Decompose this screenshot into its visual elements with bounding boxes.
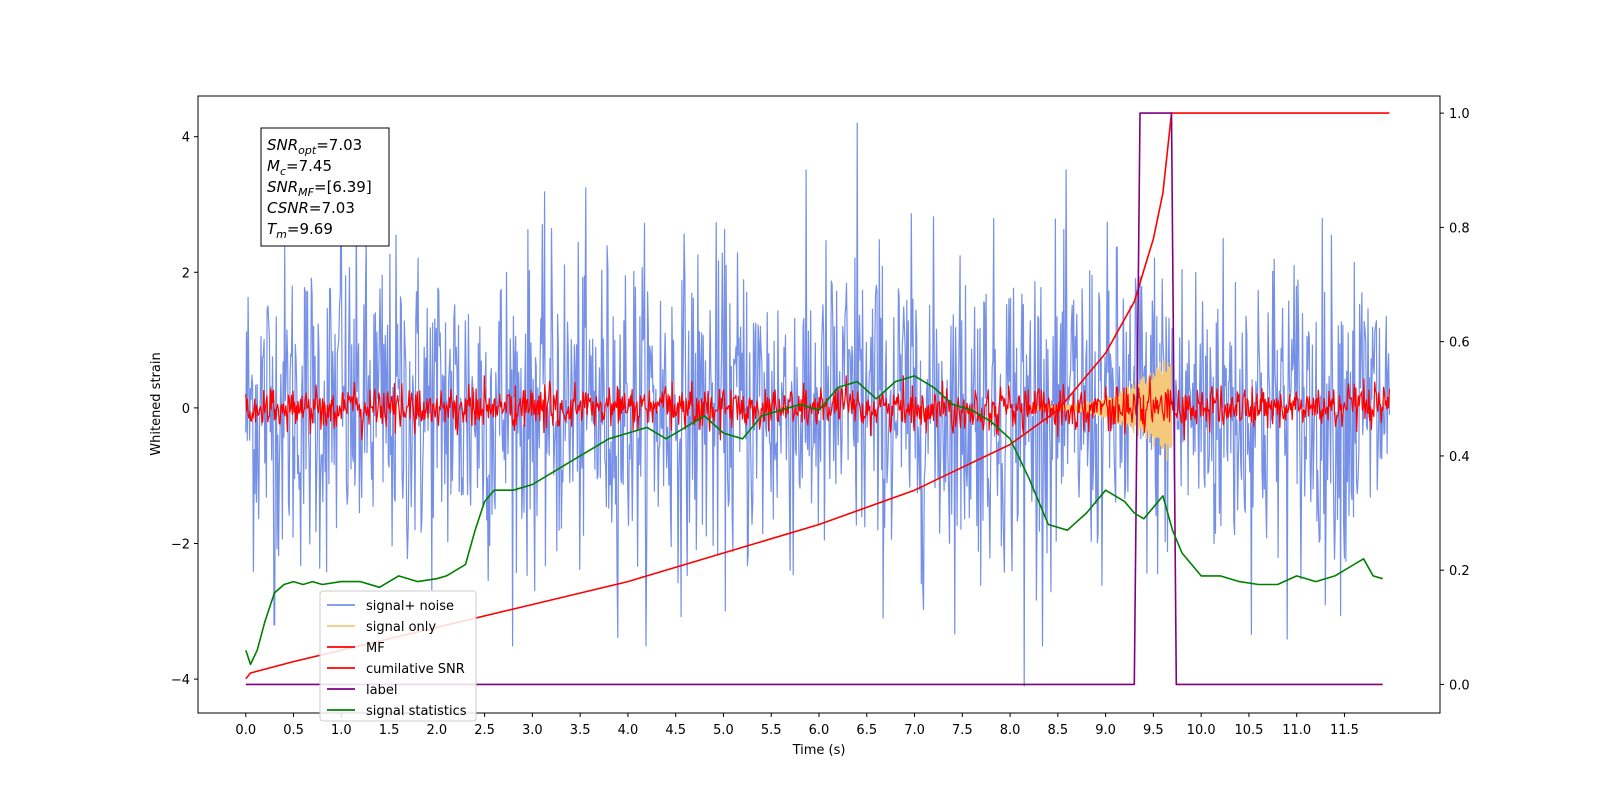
series-signal-noise-line — [245, 122, 1390, 687]
x-tick-label: 10.5 — [1234, 723, 1263, 738]
series-label-line — [245, 112, 1383, 686]
y2-tick-label: 0.8 — [1449, 221, 1470, 236]
x-tick-label: 6.0 — [809, 723, 830, 738]
x-tick-label: 4.5 — [665, 723, 686, 738]
x-tick-label: 10.0 — [1187, 723, 1216, 738]
annotation-line: Tm=9.69 — [267, 220, 333, 241]
annotation-line: SNRMF=[6.39] — [267, 178, 372, 199]
y-axis-right: 0.0 0.2 0.4 0.6 0.8 1.0 — [1440, 107, 1470, 693]
x-tick-label: 0.5 — [283, 723, 304, 738]
y2-tick-label: 1.0 — [1449, 107, 1470, 122]
x-tick-label: 8.5 — [1048, 723, 1069, 738]
legend-entry: cumilative SNR — [366, 662, 465, 677]
legend-entry: signal only — [366, 620, 436, 635]
annotation-line: Mc=7.45 — [267, 157, 332, 178]
x-tick-label: 8.0 — [1000, 723, 1021, 738]
y-axis-left: −4 −2 0 2 4 — [171, 131, 198, 688]
y2-tick-label: 0.4 — [1449, 450, 1470, 465]
y-tick-label: 2 — [182, 266, 190, 281]
x-tick-label: 2.5 — [474, 723, 495, 738]
x-tick-label: 1.0 — [331, 723, 352, 738]
x-tick-label: 5.0 — [713, 723, 734, 738]
x-axis: 0.0 0.5 1.0 1.5 2.0 2.5 3.0 3.5 4.0 4.5 5.0 5.5 6.0 6… — [235, 713, 1359, 738]
x-tick-label: 7.0 — [904, 723, 925, 738]
x-tick-label: 9.0 — [1095, 723, 1116, 738]
x-axis-label: Time (s) — [792, 743, 846, 758]
x-tick-label: 11.0 — [1282, 723, 1311, 738]
x-tick-label: 3.5 — [570, 723, 591, 738]
y-tick-label: −4 — [171, 673, 190, 688]
x-tick-label: 4.0 — [618, 723, 639, 738]
annotation-line: CSNR=7.03 — [267, 199, 355, 217]
y2-tick-label: 0.2 — [1449, 564, 1470, 579]
x-tick-label: 1.5 — [379, 723, 400, 738]
series-signal-statistics-line — [245, 375, 1383, 666]
x-tick-label: 5.5 — [761, 723, 782, 738]
legend-entry: signal+ noise — [366, 599, 454, 614]
annotation-frame — [260, 127, 390, 247]
x-tick-label: 7.5 — [952, 723, 973, 738]
y-tick-label: 0 — [182, 402, 190, 417]
y2-tick-label: 0.6 — [1449, 336, 1470, 351]
y-axis-label: Whitened strain — [149, 352, 164, 455]
x-tick-label: 2.0 — [427, 723, 448, 738]
annotation-line: SNRopt=7.03 — [267, 136, 362, 157]
legend-frame — [319, 590, 477, 722]
y-tick-label: 4 — [182, 131, 190, 146]
x-tick-label: 0.0 — [235, 723, 256, 738]
y2-tick-label: 0.0 — [1449, 678, 1470, 693]
y-tick-label: −2 — [171, 537, 190, 552]
legend-entry: MF — [366, 641, 385, 656]
x-tick-label: 3.0 — [522, 723, 543, 738]
series-mf-line — [245, 375, 1390, 441]
x-tick-label: 9.5 — [1143, 723, 1164, 738]
x-tick-label: 6.5 — [856, 723, 877, 738]
legend-entry: label — [366, 683, 397, 698]
legend-entry: signal statistics — [366, 704, 467, 719]
x-tick-label: 11.5 — [1330, 723, 1359, 738]
legend: signal+ noise signal only MF cumilative SNR… — [319, 590, 477, 722]
